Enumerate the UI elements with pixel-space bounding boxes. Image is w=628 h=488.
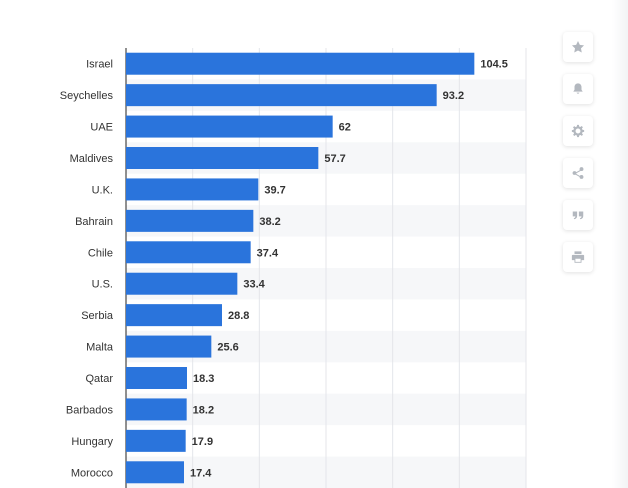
category-label: U.K.	[92, 184, 113, 196]
value-label: 57.7	[324, 153, 345, 165]
category-label: Hungary	[71, 436, 113, 448]
settings-button[interactable]	[563, 116, 593, 146]
bar	[126, 304, 222, 327]
value-label: 104.5	[480, 59, 508, 71]
bar	[126, 241, 251, 264]
value-label: 33.4	[243, 279, 265, 291]
bar-chart: Israel 104.5 Seychelles 93.2 UAE 62 Maldives 57…	[60, 48, 527, 488]
star-icon	[571, 41, 585, 53]
value-label: 18.3	[193, 373, 214, 385]
category-label: UAE	[90, 122, 113, 134]
cite-button[interactable]	[563, 200, 593, 230]
value-label: 18.2	[193, 404, 214, 416]
category-label: Seychelles	[60, 90, 114, 102]
value-label: 37.4	[257, 247, 279, 259]
value-label: 17.9	[192, 436, 213, 448]
bar	[126, 147, 319, 169]
bar	[126, 178, 259, 201]
bar	[126, 115, 333, 138]
chart-svg: Israel 104.5 Seychelles 93.2 UAE 62 Maldives 57…	[60, 48, 527, 488]
notification-button[interactable]	[563, 74, 593, 104]
category-label: Morocco	[71, 467, 113, 479]
value-label: 39.7	[264, 184, 285, 196]
bar	[126, 272, 238, 295]
category-label: Chile	[88, 247, 113, 259]
category-label: Bahrain	[75, 216, 113, 228]
share-icon	[572, 167, 584, 179]
value-label: 62	[339, 122, 351, 134]
gear-icon	[571, 124, 585, 138]
category-label: Maldives	[70, 153, 114, 165]
value-label: 28.8	[228, 310, 249, 322]
category-label: Serbia	[81, 310, 114, 322]
share-button[interactable]	[563, 158, 593, 188]
quote-icon	[572, 211, 584, 220]
category-label: Israel	[86, 59, 113, 71]
value-label: 25.6	[217, 342, 238, 354]
bar	[126, 209, 254, 232]
value-label: 38.2	[259, 216, 280, 228]
chart-toolbar	[563, 32, 595, 284]
value-label: 17.4	[190, 467, 212, 479]
value-label: 93.2	[443, 90, 464, 102]
print-icon	[571, 251, 585, 263]
category-label: Malta	[86, 342, 114, 354]
bar	[126, 84, 437, 107]
bar	[126, 461, 184, 484]
favorite-button[interactable]	[563, 32, 593, 62]
category-label: U.S.	[92, 279, 113, 291]
bar	[126, 367, 187, 389]
bar	[126, 52, 475, 75]
bar	[126, 398, 187, 421]
page-edge	[612, 0, 628, 488]
category-label: Barbados	[66, 404, 114, 416]
category-label: Qatar	[85, 373, 113, 385]
bar	[126, 335, 212, 358]
bar	[126, 429, 186, 452]
bell-icon	[573, 83, 583, 94]
print-button[interactable]	[563, 242, 593, 272]
